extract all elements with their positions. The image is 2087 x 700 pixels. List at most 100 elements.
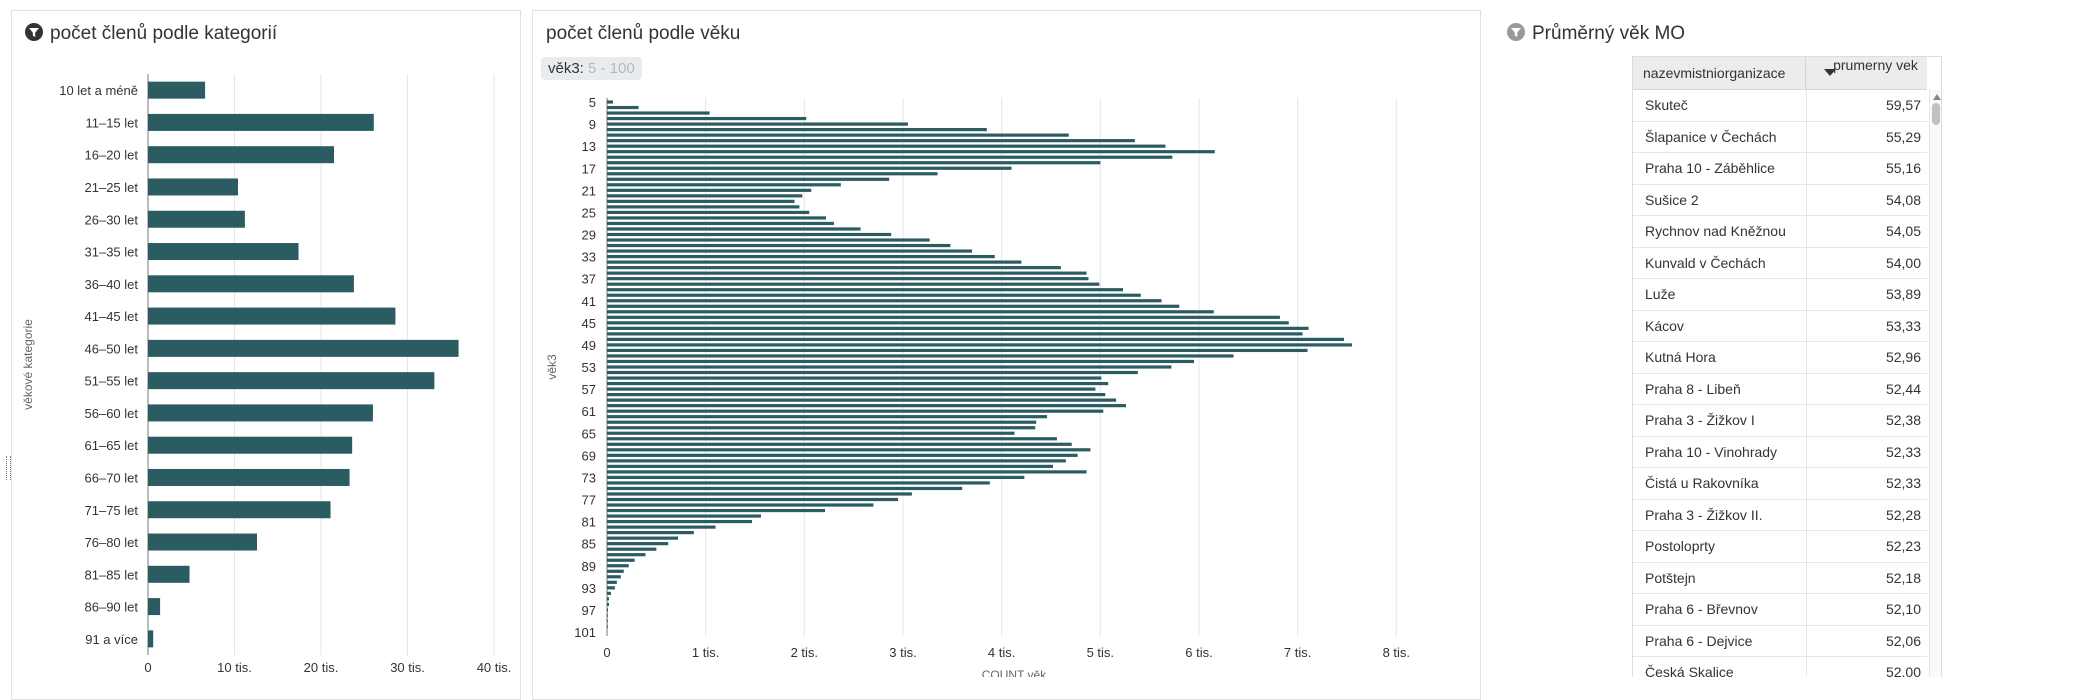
cell-divider [1806, 153, 1807, 184]
column-header-age[interactable]: prumerny vek [1806, 57, 1927, 89]
bar [607, 508, 826, 513]
cell-org-name: Praha 10 - Záběhlice [1645, 160, 1775, 176]
scroll-thumb[interactable] [1932, 103, 1940, 125]
table-row[interactable]: Praha 10 - Záběhlice 55,16 [1633, 153, 1927, 185]
bar [607, 249, 973, 253]
cell-org-name: Praha 6 - Dejvice [1645, 632, 1753, 649]
y-tick-label: 97 [582, 603, 596, 618]
bar [607, 381, 1109, 386]
bar [607, 337, 1345, 341]
resize-grip[interactable] [6, 456, 11, 480]
bar [607, 398, 1117, 402]
cell-avg-age: 59,57 [1885, 97, 1921, 113]
x-tick-label: 0 [603, 645, 610, 660]
bar [607, 116, 807, 121]
table-row[interactable]: Kácov 53,33 [1633, 310, 1927, 342]
x-tick-label: 2 tis. [791, 645, 818, 660]
table-row[interactable]: Kunvald v Čechách 54,00 [1633, 247, 1927, 279]
bar [607, 199, 795, 203]
table-row[interactable]: Praha 3 - Žižkov I 52,38 [1633, 405, 1927, 437]
bar [607, 547, 657, 551]
age-filter-chip[interactable]: věk3: 5 - 100 [541, 57, 642, 80]
cell-avg-age: 55,16 [1885, 160, 1921, 176]
cell-divider [1806, 657, 1807, 677]
bar [607, 591, 611, 595]
bar [607, 531, 694, 535]
age-filter-label: věk3: [548, 60, 584, 77]
table-row[interactable]: Česká Skalice 52,00 [1633, 657, 1927, 677]
bar [607, 359, 1195, 364]
cell-divider [1806, 594, 1807, 625]
bar [607, 564, 629, 568]
bar [607, 497, 899, 502]
cell-org-name: Sušice 2 [1645, 191, 1699, 208]
bar [607, 492, 912, 496]
cell-divider [1806, 405, 1807, 436]
table-row[interactable]: Kutná Hora 52,96 [1633, 342, 1927, 374]
table-row[interactable]: Rychnov nad Kněžnou 54,05 [1633, 216, 1927, 248]
bar [607, 232, 892, 237]
column-header-name[interactable]: nazevmistniorganizace [1633, 57, 1806, 89]
table-row[interactable]: Potštejn 52,18 [1633, 562, 1927, 594]
bar [607, 370, 1138, 375]
y-axis-title: věkové kategorie [21, 319, 35, 410]
bar [148, 113, 374, 131]
bar [607, 221, 834, 226]
y-tick-label: 36–40 let [85, 277, 139, 292]
table-row[interactable]: Praha 10 - Vinohrady 52,33 [1633, 436, 1927, 468]
bar [607, 122, 908, 126]
filter-icon-inactive[interactable] [1507, 23, 1525, 41]
y-tick-label: 61 [582, 404, 596, 419]
table-row[interactable]: Praha 8 - Libeň 52,44 [1633, 373, 1927, 405]
age-filter-range: 5 - 100 [588, 60, 635, 77]
bar [607, 514, 761, 518]
table-row[interactable]: Sušice 2 54,08 [1633, 184, 1927, 216]
avg-age-table: nazevmistniorganizace prumerny vek Skute… [1632, 56, 1942, 677]
y-tick-label: 31–35 let [85, 245, 139, 260]
y-tick-label: 81 [582, 515, 596, 530]
y-tick-label: 91 a více [85, 632, 138, 647]
bar [148, 630, 154, 648]
y-tick-label: 25 [582, 205, 596, 220]
cell-divider [1806, 625, 1807, 656]
bar [607, 503, 874, 507]
bar [607, 128, 987, 132]
bar [607, 227, 861, 231]
table-row[interactable]: Čistá u Rakovníka 52,33 [1633, 468, 1927, 500]
bar [607, 613, 608, 618]
cell-avg-age: 52,28 [1885, 506, 1921, 523]
bar [607, 194, 803, 198]
filter-icon[interactable] [25, 23, 43, 41]
cell-divider [1806, 342, 1807, 373]
y-tick-label: 26–30 let [85, 212, 139, 227]
table-row[interactable]: Skuteč 59,57 [1633, 90, 1927, 122]
bar [148, 243, 299, 261]
y-tick-label: 21–25 let [85, 180, 139, 195]
table-row[interactable]: Praha 6 - Dejvice 52,06 [1633, 625, 1927, 657]
cell-org-name: Kutná Hora [1645, 349, 1716, 365]
table-row[interactable]: Luže 53,89 [1633, 279, 1927, 311]
bar [607, 288, 1124, 292]
cell-divider [1806, 121, 1807, 152]
cell-avg-age: 54,08 [1885, 191, 1921, 208]
x-tick-label: 3 tis. [889, 645, 916, 660]
table-row[interactable]: Šlapanice v Čechách 55,29 [1633, 121, 1927, 153]
y-tick-label: 45 [582, 316, 596, 331]
bar [607, 321, 1289, 325]
bar [607, 166, 1012, 170]
y-tick-label: 10 let a méně [59, 83, 138, 98]
panel-categories-title-text: počet členů podle kategorií [50, 23, 278, 44]
cell-avg-age: 52,18 [1885, 569, 1921, 586]
cell-divider [1806, 279, 1807, 310]
sort-desc-icon[interactable] [1824, 69, 1836, 76]
bar [607, 597, 609, 601]
table-row[interactable]: Praha 6 - Břevnov 52,10 [1633, 594, 1927, 626]
bar [607, 161, 1101, 165]
table-row[interactable]: Praha 3 - Žižkov II. 52,28 [1633, 499, 1927, 531]
cell-org-name: Kunvald v Čechách [1645, 254, 1766, 271]
table-row[interactable]: Postoloprty 52,23 [1633, 531, 1927, 563]
y-tick-label: 101 [574, 625, 596, 640]
bar [607, 243, 951, 248]
scroll-up-icon[interactable] [1933, 94, 1941, 100]
table-scrollbar[interactable] [1929, 89, 1941, 677]
